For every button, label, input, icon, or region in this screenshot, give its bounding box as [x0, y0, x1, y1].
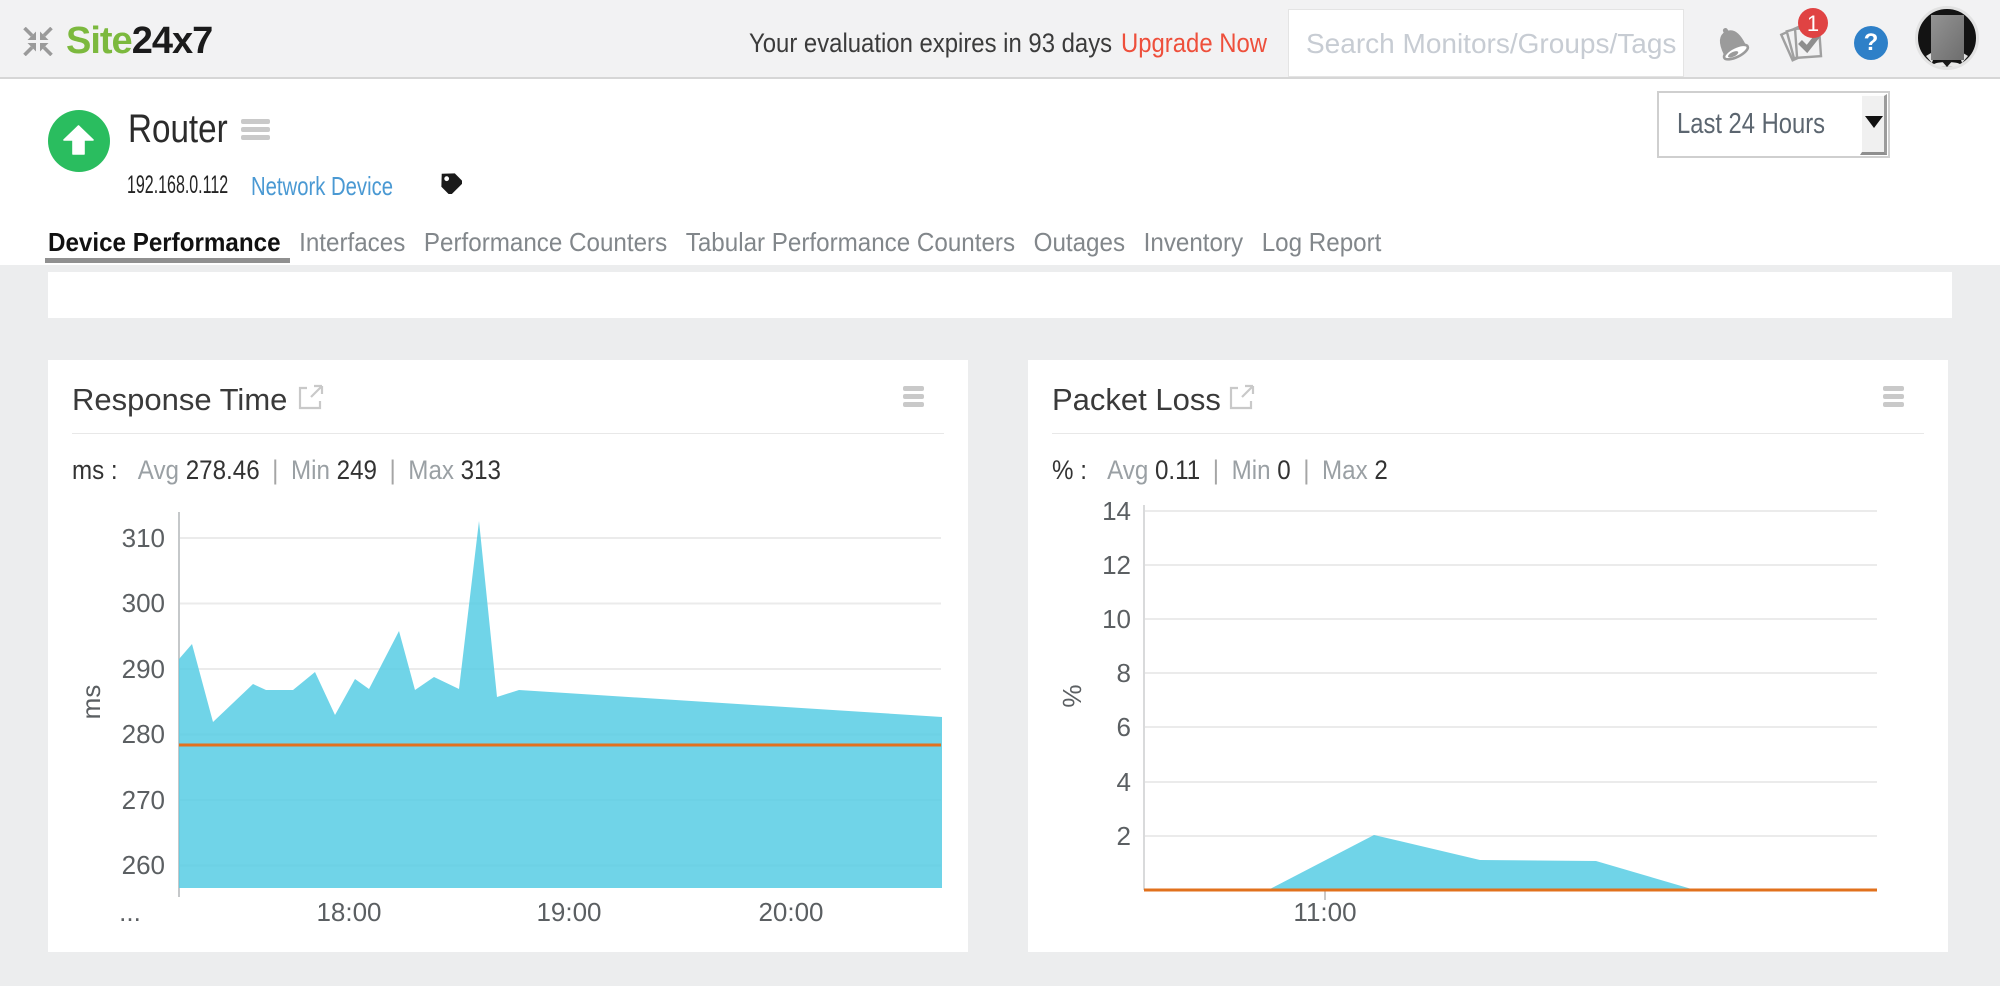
svg-text:310: 310 [122, 523, 165, 553]
svg-text:12: 12 [1102, 550, 1131, 580]
svg-text:280: 280 [122, 719, 165, 749]
svg-text:290: 290 [122, 654, 165, 684]
svg-text:20:00: 20:00 [758, 897, 823, 927]
svg-text:300: 300 [122, 588, 165, 618]
svg-text:10: 10 [1102, 604, 1131, 634]
svg-text:19:00: 19:00 [536, 897, 601, 927]
svg-text:8: 8 [1117, 658, 1131, 688]
svg-text:14: 14 [1102, 496, 1131, 526]
svg-text:%: % [1057, 684, 1087, 707]
svg-text:ms: ms [76, 685, 106, 720]
svg-text:1: 1 [1807, 11, 1819, 36]
svg-text:270: 270 [122, 785, 165, 815]
svg-text:18:00: 18:00 [316, 897, 381, 927]
svg-text:260: 260 [122, 850, 165, 880]
svg-text:2: 2 [1117, 821, 1131, 851]
svg-text:4: 4 [1117, 767, 1131, 797]
svg-text:11:00: 11:00 [1293, 897, 1356, 927]
svg-text:6: 6 [1117, 712, 1131, 742]
svg-text:...: ... [119, 897, 141, 927]
